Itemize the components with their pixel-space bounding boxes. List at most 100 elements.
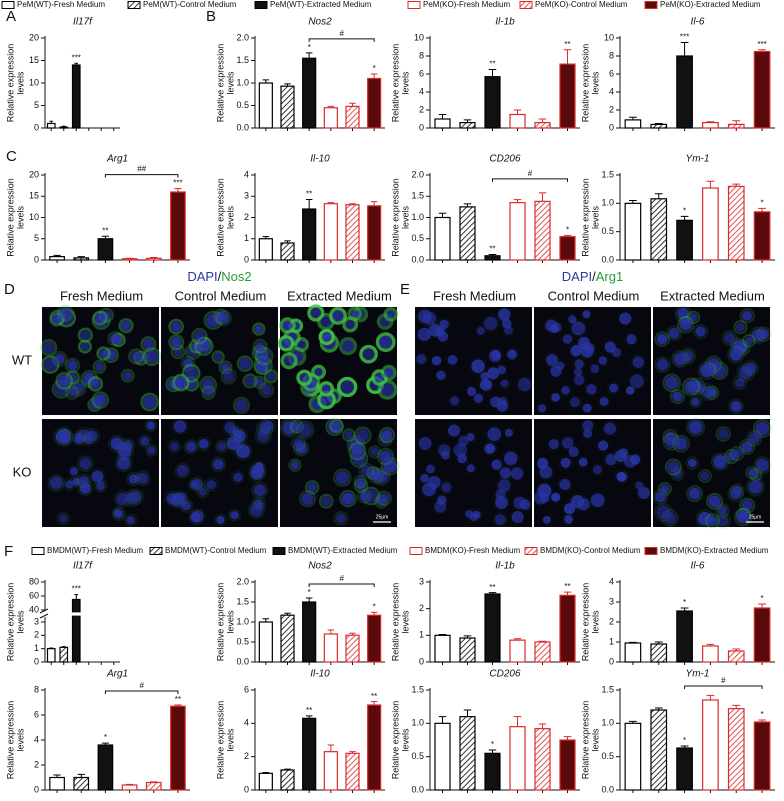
nucleus: [214, 353, 223, 362]
nucleus: [604, 341, 616, 353]
chart-title: Arg1: [106, 154, 128, 165]
significance: *: [683, 206, 686, 215]
bar: [484, 752, 501, 791]
error-bar: [629, 200, 637, 204]
axis-break: [39, 611, 47, 617]
nucleus: [689, 313, 698, 322]
y-tick-label: 5: [34, 233, 39, 243]
bar: [534, 641, 551, 663]
cell: [438, 480, 454, 495]
nucleus: [118, 444, 132, 459]
cell: [595, 438, 611, 454]
bar: [367, 205, 382, 261]
error-bar: [538, 118, 547, 123]
cell: [325, 417, 344, 437]
nucleus: [717, 515, 729, 527]
error-bar: [174, 704, 182, 707]
y-tick-label: 1.5: [411, 684, 424, 694]
nucleus: [550, 365, 562, 377]
cell: [359, 344, 378, 364]
nucleus: [707, 515, 718, 526]
cell: [227, 508, 242, 522]
cell: [298, 490, 317, 508]
cell: [92, 310, 108, 326]
cell: [187, 477, 201, 492]
column-label: Control Medium: [548, 288, 640, 303]
y-tick-label: 1.0: [411, 212, 424, 222]
chart-title: CD206: [489, 669, 521, 680]
title-part: Arg1: [596, 269, 623, 284]
nucleus: [380, 382, 395, 397]
chart-title: Il-10: [310, 669, 330, 680]
y-axis-label: Relative expression: [215, 178, 225, 257]
cell: [168, 334, 185, 351]
legend-swatch: [644, 1, 658, 9]
cell: [652, 488, 669, 505]
error-bar: [438, 716, 447, 724]
cell: [123, 513, 138, 527]
nucleus: [59, 307, 72, 319]
nucleus: [569, 397, 581, 408]
micrograph: [40, 304, 162, 415]
y-axis-label: levels: [590, 71, 600, 95]
error-bar: [49, 647, 54, 649]
nucleus: [218, 312, 230, 324]
bar: [434, 634, 451, 663]
cell: [728, 398, 745, 415]
nucleus: [687, 458, 697, 468]
nucleus: [359, 491, 369, 501]
nucleus: [67, 360, 78, 371]
y-tick-label: 2: [609, 104, 614, 114]
y-tick-label: 1.0: [411, 718, 424, 728]
chart-title: Il-1b: [495, 561, 515, 572]
significance: ***: [173, 179, 182, 188]
nucleus: [99, 349, 108, 358]
y-tick-label: 1.5: [601, 684, 614, 694]
cell: [96, 346, 111, 361]
nucleus: [434, 326, 445, 337]
y-tick-label: 1.5: [411, 191, 424, 201]
bar: [676, 747, 693, 791]
legend-label: BMDM(WT)-Fresh Medium: [47, 546, 143, 555]
nucleus: [619, 312, 632, 325]
nucleus: [335, 470, 350, 485]
panel-label: D: [4, 281, 15, 298]
cell: [580, 401, 594, 415]
nucleus: [510, 467, 524, 480]
nucleus: [378, 493, 390, 504]
micrograph: [161, 417, 278, 527]
y-tick-label: 1: [609, 636, 614, 646]
error-bar: [538, 192, 547, 202]
nucleus: [537, 483, 552, 498]
cell: [492, 511, 509, 528]
scale-bar-label: 25μm: [749, 514, 762, 520]
error-bar: [74, 594, 79, 600]
error-bar: [706, 643, 715, 646]
panel-label: A: [6, 8, 16, 25]
micrograph: [42, 418, 159, 527]
cell: [318, 381, 335, 397]
cell: [492, 493, 511, 512]
cell: [560, 331, 575, 347]
y-axis-label: Relative expression: [580, 701, 590, 780]
bar: [509, 113, 526, 129]
error-bar: [370, 73, 378, 79]
y-tick-label: 3: [419, 576, 424, 586]
cell: [733, 320, 748, 335]
legend-swatch: [31, 547, 45, 555]
y-tick-label: 0: [609, 656, 614, 666]
bar: [509, 726, 526, 791]
cell: [280, 352, 298, 370]
chart-title: Il17f: [73, 17, 93, 28]
nucleus: [58, 431, 72, 445]
bar: [727, 123, 745, 129]
cell: [353, 426, 372, 445]
bar: [702, 121, 719, 129]
nucleus: [95, 313, 105, 323]
y-tick-label: 1: [419, 630, 424, 640]
cell: [220, 368, 237, 385]
y-tick-label: 3: [34, 616, 39, 626]
nucleus: [356, 429, 370, 442]
y-axis-label: levels: [400, 610, 410, 634]
nucleus: [745, 362, 757, 374]
